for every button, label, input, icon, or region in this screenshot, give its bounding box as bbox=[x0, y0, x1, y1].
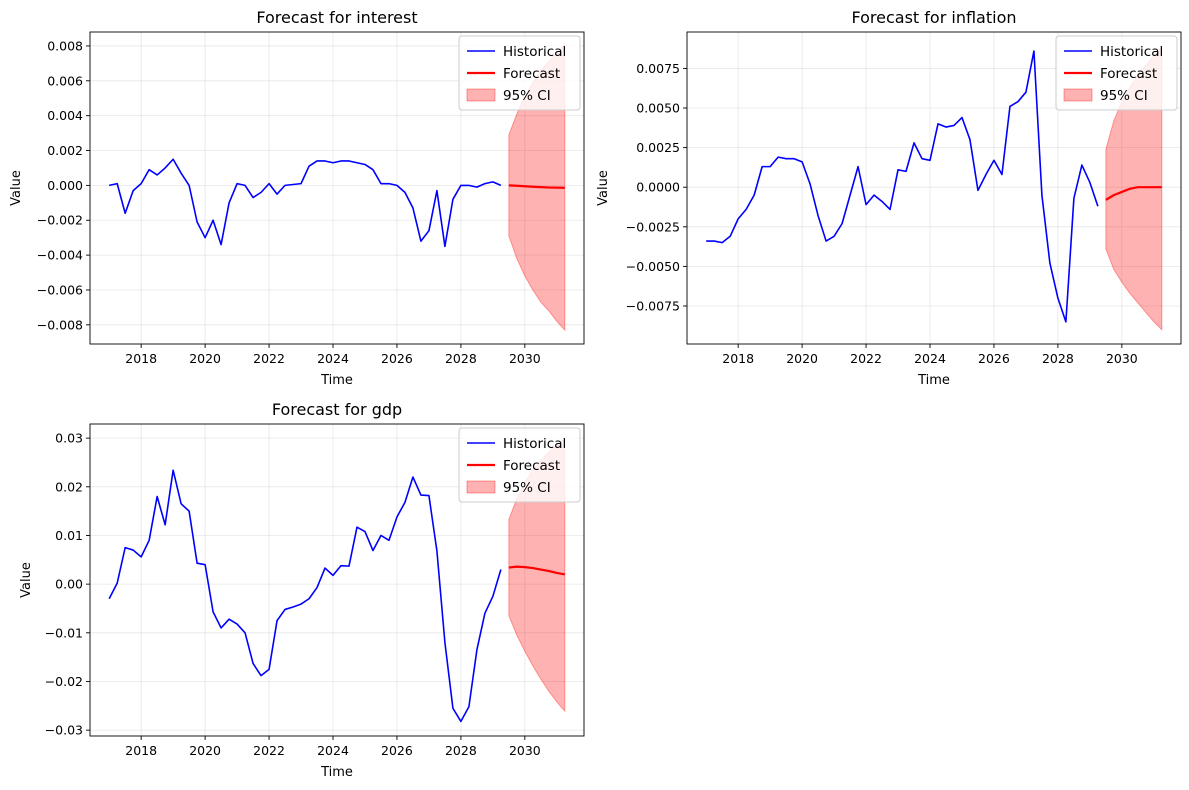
y-tick-label: 0.01 bbox=[55, 528, 83, 543]
x-axis-label: Time bbox=[320, 373, 353, 388]
y-tick-label: 0.002 bbox=[47, 143, 83, 158]
legend: Historical Forecast 95% CI bbox=[1055, 35, 1178, 111]
y-tick-label: −0.03 bbox=[45, 723, 83, 738]
legend-box bbox=[458, 427, 581, 503]
gdp-forecast-panel: 2018 2020 2022 2024 2026 2028 2030 −0.03 −0.02 −0… bbox=[19, 400, 585, 780]
y-tick-label: 0.006 bbox=[47, 73, 83, 88]
x-axis-label: Time bbox=[320, 765, 353, 780]
y-tick-label: −0.002 bbox=[37, 213, 83, 228]
legend-label: Historical bbox=[503, 44, 566, 60]
y-tick-label: 0.0025 bbox=[636, 140, 680, 155]
y-tick-label: 0.0000 bbox=[636, 180, 680, 195]
x-tick-label: 2022 bbox=[850, 351, 882, 366]
legend-swatch-ci bbox=[466, 88, 496, 102]
y-tick-label: −0.0075 bbox=[626, 298, 680, 313]
axes-frame bbox=[686, 31, 1182, 345]
x-axis-label: Time bbox=[917, 373, 950, 388]
y-tick-label: 0.000 bbox=[47, 178, 83, 193]
historical-line bbox=[109, 158, 502, 248]
x-tick-label: 2024 bbox=[914, 351, 946, 366]
axes-frame bbox=[89, 423, 585, 737]
y-tick-label: 0.004 bbox=[47, 108, 83, 123]
legend-label: 95% CI bbox=[503, 480, 551, 496]
legend-label: 95% CI bbox=[1100, 88, 1148, 104]
legend-box bbox=[458, 35, 581, 111]
legend: Historical Forecast 95% CI bbox=[458, 427, 581, 503]
legend-label: Historical bbox=[503, 436, 566, 452]
legend-box bbox=[1055, 35, 1178, 111]
legend-label: 95% CI bbox=[503, 88, 551, 104]
y-tick-label: −0.0025 bbox=[626, 219, 680, 234]
y-axis-label: Value bbox=[9, 170, 24, 206]
legend-swatch-ci bbox=[1063, 88, 1093, 102]
axes-frame bbox=[89, 31, 585, 345]
y-tick-label: −0.008 bbox=[37, 317, 83, 332]
legend-label: Historical bbox=[1100, 44, 1163, 60]
y-tick-label: 0.0075 bbox=[636, 61, 680, 76]
legend-label: Forecast bbox=[1100, 66, 1157, 82]
x-tick-label: 2030 bbox=[509, 351, 541, 366]
x-tick-label: 2018 bbox=[125, 351, 157, 366]
y-tick-label: −0.01 bbox=[45, 625, 83, 640]
y-axis-label: Value bbox=[596, 170, 611, 206]
forecast-line bbox=[508, 565, 566, 576]
y-tick-label: 0.008 bbox=[47, 38, 83, 53]
forecast-line bbox=[508, 184, 565, 189]
x-tick-label: 2026 bbox=[381, 743, 413, 758]
x-tick-label: 2020 bbox=[189, 743, 221, 758]
inflation-forecast-panel: 2018 2020 2022 2024 2026 2028 2030 −0.0075 −0.00… bbox=[596, 8, 1182, 388]
forecast-line bbox=[1105, 186, 1162, 201]
chart-title: Forecast for interest bbox=[256, 8, 417, 27]
chart-title: Forecast for gdp bbox=[272, 400, 402, 419]
x-tick-label: 2028 bbox=[445, 743, 477, 758]
y-tick-label: −0.0050 bbox=[626, 259, 680, 274]
x-tick-label: 2030 bbox=[1106, 351, 1138, 366]
y-axis-label: Value bbox=[19, 562, 34, 598]
x-tick-label: 2022 bbox=[253, 743, 285, 758]
x-tick-label: 2018 bbox=[125, 743, 157, 758]
y-tick-label: −0.006 bbox=[37, 282, 83, 297]
y-tick-label: −0.004 bbox=[37, 248, 83, 263]
y-tick-label: 0.02 bbox=[55, 479, 83, 494]
x-tick-label: 2026 bbox=[978, 351, 1010, 366]
legend-label: Forecast bbox=[503, 458, 560, 474]
y-tick-label: −0.02 bbox=[45, 674, 83, 689]
x-tick-label: 2024 bbox=[317, 743, 349, 758]
interest-forecast-panel: 2018 2020 2022 2024 2026 2028 2030 −0.008 −0.006… bbox=[9, 8, 585, 388]
y-tick-label: 0.03 bbox=[55, 431, 83, 446]
x-tick-label: 2024 bbox=[317, 351, 349, 366]
x-tick-label: 2018 bbox=[722, 351, 754, 366]
x-tick-label: 2026 bbox=[381, 351, 413, 366]
x-tick-label: 2020 bbox=[786, 351, 818, 366]
x-tick-label: 2030 bbox=[509, 743, 541, 758]
x-tick-label: 2020 bbox=[189, 351, 221, 366]
chart-title: Forecast for inflation bbox=[852, 8, 1017, 27]
x-tick-label: 2028 bbox=[1042, 351, 1074, 366]
legend: Historical Forecast 95% CI bbox=[458, 35, 581, 111]
historical-line bbox=[706, 50, 1099, 323]
y-tick-label: 0.00 bbox=[55, 577, 83, 592]
y-tick-label: 0.0050 bbox=[636, 101, 680, 116]
legend-label: Forecast bbox=[503, 66, 560, 82]
legend-swatch-ci bbox=[466, 480, 496, 494]
x-tick-label: 2028 bbox=[445, 351, 477, 366]
x-tick-label: 2022 bbox=[253, 351, 285, 366]
historical-line bbox=[108, 469, 502, 723]
